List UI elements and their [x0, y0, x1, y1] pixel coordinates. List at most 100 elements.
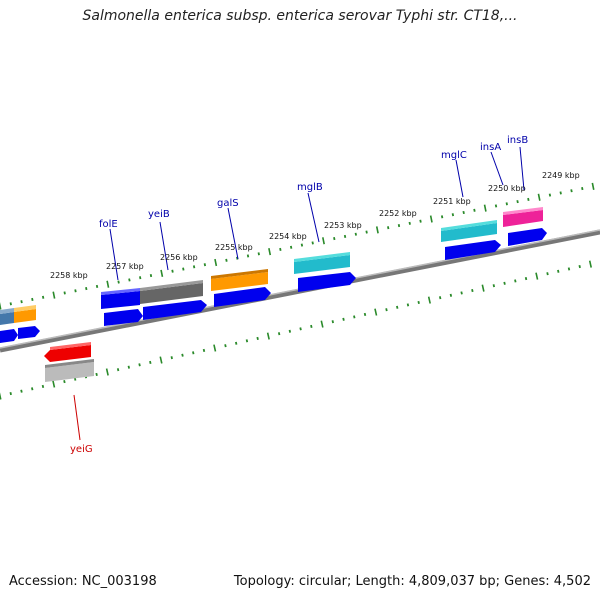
- scale-tick: [503, 281, 506, 285]
- feature-cds-ins-lower[interactable]: [508, 228, 547, 246]
- gene-features[interactable]: [0, 207, 547, 382]
- scale-tick: [116, 368, 120, 372]
- scale-label: 2257 kbp: [106, 262, 144, 271]
- gene-label-yeiG[interactable]: yeiG: [70, 444, 93, 455]
- scale-tick: [266, 332, 270, 340]
- feature-cds-yeiB-lower[interactable]: [143, 300, 207, 320]
- scale-tick: [170, 356, 173, 360]
- gene-labels[interactable]: insB insA mglC mglB galS yeiB folE yeiG: [70, 135, 528, 455]
- map-title: Salmonella enterica subsp. enterica sero…: [82, 8, 518, 24]
- scale-tick: [524, 276, 528, 281]
- scale-tick: [202, 348, 206, 353]
- scale-tick: [374, 308, 378, 316]
- gene-label-mglB[interactable]: mglB: [297, 182, 323, 193]
- scale-tick: [63, 380, 66, 384]
- scale-tick: [516, 200, 519, 204]
- feature-cds-mglC-lower[interactable]: [445, 240, 501, 260]
- scale-tick: [417, 300, 420, 305]
- feature-cds-galS-lower[interactable]: [214, 287, 271, 307]
- gene-label-insB[interactable]: insB: [507, 135, 528, 146]
- scale-tick: [559, 191, 562, 195]
- feature-mglB[interactable]: [294, 252, 350, 274]
- scale-tick: [106, 280, 110, 288]
- scale-tick: [95, 284, 99, 288]
- scale-tick: [203, 263, 207, 267]
- scale-label: 2254 kbp: [269, 232, 307, 241]
- scale-tick: [527, 197, 530, 201]
- scale-tick: [52, 380, 56, 388]
- scale-tick: [581, 187, 584, 191]
- scale-tick: [160, 269, 164, 277]
- scale-tick: [514, 279, 517, 283]
- scale-tick: [331, 320, 334, 324]
- scale-tick: [117, 280, 120, 284]
- scale-tick: [52, 291, 56, 299]
- scale-tick: [74, 289, 77, 293]
- gene-label-insA[interactable]: insA: [480, 142, 501, 153]
- scale-tick: [268, 248, 272, 256]
- gene-label-folE[interactable]: folE: [99, 219, 118, 230]
- scale-label: 2255 kbp: [215, 243, 253, 252]
- scale-tick: [277, 332, 281, 336]
- scale-tick: [214, 258, 218, 267]
- scale-tick: [224, 344, 227, 348]
- gene-label-mglC[interactable]: mglC: [441, 150, 467, 161]
- feature-folE[interactable]: [101, 288, 140, 309]
- scale-label: 2252 kbp: [379, 209, 417, 218]
- scale-tick: [236, 256, 239, 260]
- scale-tick: [481, 284, 485, 292]
- scale-tick: [20, 300, 23, 304]
- feature-mglC[interactable]: [441, 220, 497, 242]
- scale-tick: [546, 272, 549, 276]
- scale-tick: [0, 392, 2, 400]
- scale-tick: [310, 324, 313, 329]
- scale-tick: [289, 245, 293, 249]
- scale-tick: [578, 264, 581, 269]
- scale-tick: [41, 384, 45, 388]
- feature-cds-mglB-lower[interactable]: [298, 272, 356, 292]
- scale-tick: [159, 356, 163, 364]
- scale-tick: [548, 193, 552, 197]
- scale-tick: [182, 267, 185, 271]
- feature-yeiB[interactable]: [140, 280, 203, 304]
- scale-tick: [396, 305, 399, 309]
- scale-tick: [535, 272, 539, 280]
- scale-tick: [588, 260, 592, 268]
- scale-tick: [9, 302, 12, 306]
- feature-galS[interactable]: [211, 269, 268, 291]
- scale-tick: [299, 327, 302, 331]
- scale-tick: [171, 269, 174, 273]
- scale-tick: [139, 276, 142, 280]
- feature-insA[interactable]: [503, 207, 543, 227]
- scale-tick: [342, 317, 345, 321]
- scale-tick: [246, 254, 250, 258]
- scale-tick: [406, 303, 410, 307]
- feature-yeiG-gray[interactable]: [45, 359, 94, 382]
- scale-tick: [41, 295, 45, 299]
- feature-steel[interactable]: [0, 308, 14, 325]
- scale-tick: [387, 226, 390, 230]
- scale-tick: [591, 182, 595, 190]
- scale-tick: [473, 208, 476, 212]
- feature-cds-left2[interactable]: [18, 326, 40, 339]
- scale-tick: [343, 234, 347, 238]
- scale-tick: [353, 315, 356, 319]
- scale-tick: [397, 223, 401, 228]
- gene-label-yeiB[interactable]: yeiB: [148, 209, 170, 220]
- feature-yeiG[interactable]: [44, 342, 91, 362]
- scale-tick: [245, 339, 249, 343]
- feature-cds-left1[interactable]: [0, 329, 18, 343]
- scale-tick: [385, 308, 388, 312]
- feature-orange-left[interactable]: [14, 305, 36, 323]
- scale-tick: [279, 247, 282, 252]
- scale-tick: [449, 293, 453, 297]
- scale-tick: [63, 291, 66, 295]
- scale-tick: [288, 329, 292, 333]
- scale-ticks: [0, 182, 595, 400]
- scale-label: 2251 kbp: [433, 197, 471, 206]
- feature-cds-folE-lower[interactable]: [104, 309, 143, 326]
- scale-tick: [462, 210, 465, 215]
- gene-label-galS[interactable]: galS: [217, 198, 239, 209]
- scale-tick: [570, 189, 573, 193]
